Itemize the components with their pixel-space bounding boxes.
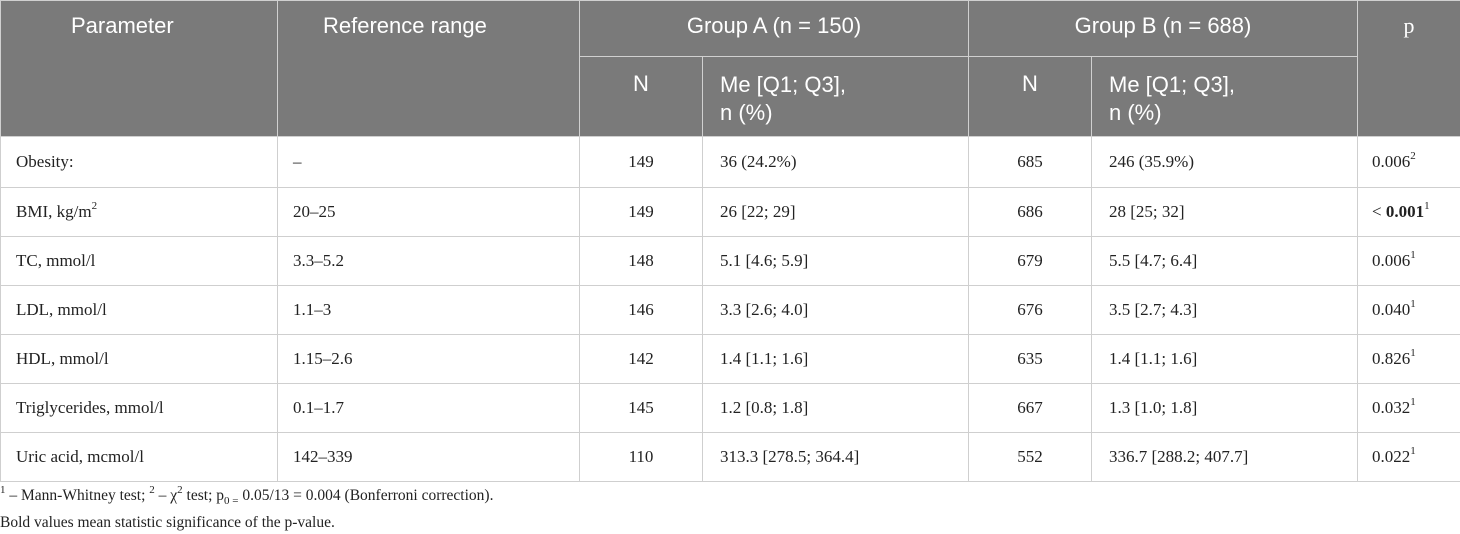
cell-reference-range: 0.1–1.7 [278, 384, 580, 433]
cell-reference-range: 20–25 [278, 188, 580, 237]
cell-group-a-value: 5.1 [4.6; 5.9] [703, 237, 969, 286]
cell-group-a-value: 1.4 [1.1; 1.6] [703, 335, 969, 384]
cell-group-b-value: 246 (35.9%) [1092, 137, 1358, 188]
header-group-a-me: Me [Q1; Q3],n (%) [703, 57, 969, 137]
cell-group-b-n: 685 [969, 137, 1092, 188]
cell-reference-range: 142–339 [278, 433, 580, 482]
cell-group-a-value: 313.3 [278.5; 364.4] [703, 433, 969, 482]
cell-group-b-n: 552 [969, 433, 1092, 482]
cell-p-value: 0.0401 [1358, 286, 1460, 335]
cell-reference-range: – [278, 137, 580, 188]
cell-reference-range: 1.1–3 [278, 286, 580, 335]
cell-group-a-n: 146 [580, 286, 703, 335]
cell-p-value: 0.0061 [1358, 237, 1460, 286]
cell-group-b-n: 667 [969, 384, 1092, 433]
table-header: Parameter Reference range Group A (n = 1… [1, 1, 1460, 137]
cell-group-b-value: 28 [25; 32] [1092, 188, 1358, 237]
cell-parameter: TC, mmol/l [1, 237, 278, 286]
header-group-b-me: Me [Q1; Q3],n (%) [1092, 57, 1358, 137]
footnote-tests: 1 – Mann-Whitney test; 2 – χ2 test; p0 =… [0, 485, 493, 512]
cell-parameter: Uric acid, mcmol/l [1, 433, 278, 482]
cell-parameter: LDL, mmol/l [1, 286, 278, 335]
cell-group-a-n: 149 [580, 188, 703, 237]
cell-group-a-value: 26 [22; 29] [703, 188, 969, 237]
cell-group-a-value: 36 (24.2%) [703, 137, 969, 188]
results-table: Parameter Reference range Group A (n = 1… [0, 0, 1460, 482]
cell-group-b-n: 635 [969, 335, 1092, 384]
cell-parameter: HDL, mmol/l [1, 335, 278, 384]
cell-group-b-value: 1.3 [1.0; 1.8] [1092, 384, 1358, 433]
cell-parameter: Triglycerides, mmol/l [1, 384, 278, 433]
cell-group-b-value: 3.5 [2.7; 4.3] [1092, 286, 1358, 335]
cell-p-value: 0.0321 [1358, 384, 1460, 433]
header-group-b: Group B (n = 688) [969, 1, 1358, 57]
header-group-b-n: N [969, 57, 1092, 137]
header-group-a-n: N [580, 57, 703, 137]
cell-group-a-n: 110 [580, 433, 703, 482]
cell-group-b-n: 679 [969, 237, 1092, 286]
cell-parameter: Obesity: [1, 137, 278, 188]
table-footnotes: 1 – Mann-Whitney test; 2 – χ2 test; p0 =… [0, 485, 493, 534]
cell-group-a-n: 145 [580, 384, 703, 433]
cell-parameter: BMI, kg/m2 [1, 188, 278, 237]
cell-p-value: < 0.0011 [1358, 188, 1460, 237]
header-reference-range: Reference range [278, 1, 580, 137]
header-parameter: Parameter [1, 1, 278, 137]
cell-group-b-value: 1.4 [1.1; 1.6] [1092, 335, 1358, 384]
cell-p-value: 0.0062 [1358, 137, 1460, 188]
cell-p-value: 0.0221 [1358, 433, 1460, 482]
cell-group-a-n: 142 [580, 335, 703, 384]
cell-group-a-n: 148 [580, 237, 703, 286]
cell-group-a-n: 149 [580, 137, 703, 188]
cell-group-b-value: 336.7 [288.2; 407.7] [1092, 433, 1358, 482]
cell-p-value: 0.8261 [1358, 335, 1460, 384]
cell-group-b-value: 5.5 [4.7; 6.4] [1092, 237, 1358, 286]
cell-group-a-value: 1.2 [0.8; 1.8] [703, 384, 969, 433]
cell-group-b-n: 686 [969, 188, 1092, 237]
cell-reference-range: 1.15–2.6 [278, 335, 580, 384]
cell-reference-range: 3.3–5.2 [278, 237, 580, 286]
cell-group-a-value: 3.3 [2.6; 4.0] [703, 286, 969, 335]
header-group-a: Group A (n = 150) [580, 1, 969, 57]
header-p: p [1358, 1, 1460, 137]
cell-group-b-n: 676 [969, 286, 1092, 335]
